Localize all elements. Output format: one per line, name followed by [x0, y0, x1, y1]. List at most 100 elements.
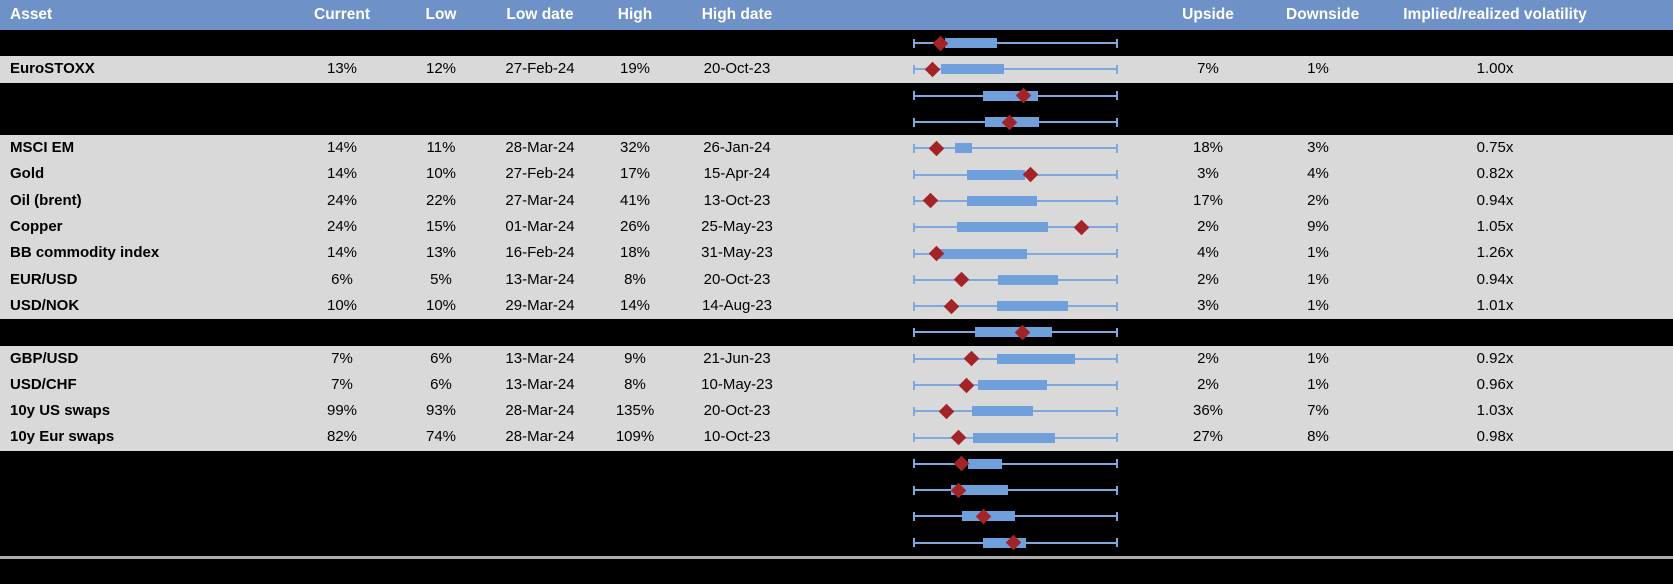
high-date-value: 10-Oct-23	[703, 428, 771, 446]
volatility-ratio-value	[1350, 503, 1640, 529]
range-boxplot	[796, 451, 1130, 477]
header-asset: Asset	[10, 6, 53, 23]
asset-label: GBP/USD	[10, 349, 79, 367]
range-boxplot	[796, 477, 1130, 503]
high-date-value: 21-Jun-23	[703, 349, 771, 367]
boxplot-plot-area	[913, 56, 1118, 82]
high-date-value	[678, 503, 796, 529]
diamond-marker-icon	[922, 193, 938, 209]
table-row: Copper 24% 15% 01-Mar-24 26% 25-May-23 2…	[0, 214, 1673, 241]
high-date-value	[678, 530, 796, 556]
boxplot-box	[974, 327, 1052, 338]
whisker-cap-right	[1116, 301, 1118, 311]
boxplot-plot-area	[913, 530, 1118, 556]
header-upside: Upside	[1182, 6, 1234, 23]
low-date-value: 28-Mar-24	[505, 402, 575, 420]
upside-value	[1130, 109, 1286, 135]
range-boxplot	[796, 398, 1130, 424]
low-value	[394, 109, 488, 135]
high-value	[592, 319, 678, 345]
low-value: 5%	[430, 270, 452, 288]
upside-value	[1130, 319, 1286, 345]
high-date-value	[678, 109, 796, 135]
low-date-value	[488, 451, 592, 477]
diamond-marker-icon	[954, 272, 970, 288]
range-boxplot	[796, 372, 1130, 398]
upside-value	[1130, 83, 1286, 109]
range-boxplot	[796, 240, 1130, 266]
whisker-cap-left	[913, 275, 915, 285]
whisker-cap-right	[1116, 222, 1118, 232]
whisker-cap-right	[1116, 117, 1118, 127]
diamond-marker-icon	[944, 298, 960, 314]
table-row: USD/NOK 10% 10% 29-Mar-24 14% 14-Aug-23 …	[0, 292, 1673, 320]
current-value	[290, 319, 394, 345]
table-header-row: Asset Current Low Low date High High dat…	[0, 0, 1673, 30]
high-value	[592, 451, 678, 477]
downside-value	[1286, 503, 1350, 529]
high-date-value: 20-Oct-23	[703, 270, 771, 288]
high-date-value: 15-Apr-24	[703, 165, 771, 183]
low-date-value: 16-Feb-24	[505, 244, 575, 262]
whisker-cap-left	[913, 222, 915, 232]
low-value: 15%	[425, 218, 457, 236]
low-value: 10%	[425, 165, 457, 183]
high-date-value: 13-Oct-23	[703, 191, 771, 209]
downside-value	[1286, 30, 1350, 56]
asset-label	[0, 451, 290, 477]
table-row	[0, 477, 1673, 503]
whisker-cap-left	[913, 301, 915, 311]
low-date-value: 01-Mar-24	[505, 218, 575, 236]
table-row	[0, 83, 1673, 109]
whisker-cap-right	[1116, 327, 1118, 337]
whisker-cap-right	[1116, 406, 1118, 416]
whisker-cap-left	[913, 91, 915, 101]
asset-label: EUR/USD	[10, 270, 78, 288]
current-value: 14%	[326, 139, 358, 157]
whisker-line	[913, 147, 1118, 150]
whisker-cap-right	[1116, 485, 1118, 495]
whisker-cap-right	[1116, 64, 1118, 74]
asset-label: 10y US swaps	[10, 402, 111, 420]
high-date-value: 20-Oct-23	[703, 60, 771, 78]
table-row: BB commodity index 14% 13% 16-Feb-24 18%…	[0, 240, 1673, 267]
downside-value: 1%	[1307, 349, 1329, 367]
whisker-line	[913, 68, 1118, 71]
low-value: 11%	[426, 139, 456, 157]
high-date-value: 31-May-23	[701, 244, 773, 262]
asset-label: USD/NOK	[10, 296, 80, 314]
header-high-date: High date	[701, 6, 773, 23]
volatility-ratio-value: 1.26x	[1476, 244, 1514, 262]
whisker-cap-right	[1116, 196, 1118, 206]
whisker-cap-right	[1116, 38, 1118, 48]
boxplot-plot-area	[913, 372, 1118, 398]
boxplot-plot-area	[913, 398, 1118, 424]
low-date-value	[488, 109, 592, 135]
whisker-line	[913, 462, 1118, 465]
low-value	[394, 503, 488, 529]
current-value	[290, 451, 394, 477]
high-value: 32%	[619, 139, 651, 157]
low-value: 6%	[430, 375, 452, 393]
low-date-value	[488, 477, 592, 503]
whisker-cap-left	[913, 511, 915, 521]
whisker-cap-right	[1116, 143, 1118, 153]
low-date-value	[488, 30, 592, 56]
boxplot-box	[982, 537, 1026, 548]
low-date-value: 13-Mar-24	[505, 349, 575, 367]
current-value: 24%	[326, 218, 358, 236]
downside-value: 2%	[1307, 191, 1329, 209]
range-boxplot	[796, 319, 1130, 345]
whisker-cap-right	[1116, 91, 1118, 101]
volatility-ratio-value: 0.98x	[1476, 428, 1514, 446]
whisker-cap-left	[913, 538, 915, 548]
current-value: 7%	[331, 375, 353, 393]
volatility-ratio-value: 1.05x	[1476, 218, 1514, 236]
high-value: 135%	[615, 402, 655, 420]
downside-value	[1286, 83, 1350, 109]
table-row	[0, 319, 1673, 345]
asset-label: BB commodity index	[10, 244, 160, 262]
whisker-cap-left	[913, 196, 915, 206]
boxplot-box	[972, 406, 1033, 417]
